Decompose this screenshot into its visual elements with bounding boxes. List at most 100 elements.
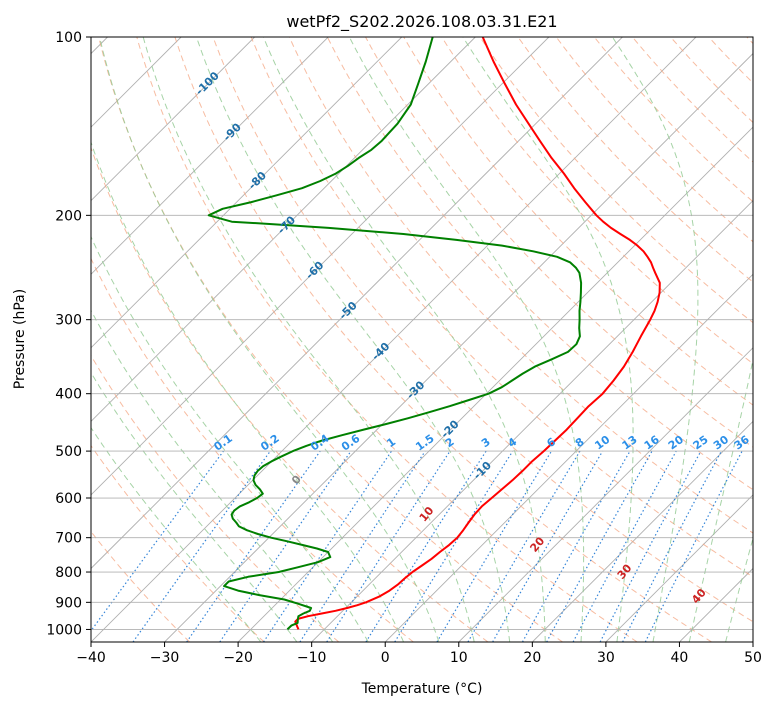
y-tick-label: 300 <box>55 313 82 329</box>
line-label: 40 <box>689 586 709 606</box>
line-label: -70 <box>275 213 298 236</box>
isotherm-line <box>91 37 255 202</box>
isotherm-line <box>91 37 697 642</box>
dry-adiabat-line <box>746 37 753 45</box>
line-label: 36 <box>732 433 752 453</box>
isotherm-line <box>91 37 550 496</box>
line-label: -100 <box>193 69 222 98</box>
dry-adiabat-line <box>670 37 753 124</box>
dry-adiabat-line <box>403 37 753 406</box>
moist-adiabat-line <box>91 309 334 642</box>
mixing-ratio-line <box>91 450 224 632</box>
y-tick-label: 700 <box>55 531 82 547</box>
line-label: 3 <box>479 435 493 450</box>
isotherm-line <box>384 273 753 642</box>
isotherm-line <box>311 200 753 642</box>
isotherm-line <box>91 37 329 275</box>
line-label: -50 <box>337 299 360 322</box>
isotherm-line <box>458 347 753 642</box>
line-label: 0.1 <box>212 432 235 454</box>
x-axis-label: Temperature (°C) <box>361 681 483 697</box>
mixing-ratio-line <box>521 450 631 642</box>
line-label: 0 <box>289 473 304 487</box>
dry-adiabat-line <box>365 37 753 448</box>
moist-adiabat-line <box>462 37 634 642</box>
isotherm-line <box>91 37 403 349</box>
isotherm-line <box>532 420 753 642</box>
mixing-ratio-line <box>365 450 487 642</box>
dry-adiabat-line <box>91 444 265 642</box>
x-tick-label: −20 <box>223 650 253 666</box>
line-label: -60 <box>303 258 326 281</box>
y-tick-label: 400 <box>55 387 82 403</box>
dry-adiabat-line <box>174 37 712 642</box>
mixing-ratio-line <box>546 450 653 642</box>
moist-adiabat-line <box>142 37 475 642</box>
moist-adiabat-line <box>725 536 753 642</box>
y-tick-label: 600 <box>55 491 82 507</box>
mixing-ratio-line <box>219 450 352 642</box>
series-line-1 <box>207 37 583 631</box>
y-tick-label: 100 <box>55 30 82 46</box>
moist-adiabat-line <box>611 37 699 642</box>
dry-adiabat-line <box>91 146 489 642</box>
moist-adiabat-line <box>688 357 753 642</box>
moist-adiabat-line <box>91 371 298 642</box>
dry-adiabat-line <box>288 37 753 534</box>
mixing-ratio-line <box>394 450 514 642</box>
line-labels: -100-90-80-70-60-50-40-30-20-100.1 0.2 0.4… <box>193 69 752 606</box>
line-label: -10 <box>471 459 494 482</box>
x-tick-label: 0 <box>381 650 390 666</box>
line-label: -30 <box>404 378 427 401</box>
dry-adiabat-line <box>708 37 753 84</box>
dry-adiabat-line <box>91 530 190 642</box>
dry-adiabat-line <box>136 37 638 642</box>
mixing-ratio-line <box>299 450 426 642</box>
line-label: 10 <box>592 433 612 453</box>
x-tick-label: 30 <box>597 650 615 666</box>
dry-adiabat-line <box>212 37 753 623</box>
mixing-ratio-line <box>326 450 451 642</box>
y-tick-label: 1000 <box>46 622 82 638</box>
x-tick-label: −40 <box>76 650 106 666</box>
dry-adiabat-line <box>326 37 753 491</box>
isotherm-line <box>679 567 753 642</box>
moist-adiabat-line <box>91 426 262 642</box>
y-tick-label: 800 <box>55 565 82 581</box>
line-label: 10 <box>417 504 437 524</box>
isotherm-line <box>605 494 753 642</box>
dry-adiabat-line <box>250 37 753 578</box>
isotherm-line <box>91 37 476 422</box>
isotherm-line <box>752 641 753 642</box>
line-label: 30 <box>615 561 635 581</box>
mixing-ratio-line <box>263 450 393 642</box>
mixing-ratio-line <box>644 450 743 642</box>
y-axis: 100 200 300 400 500 600 700 800 900 1000 <box>46 30 91 638</box>
line-label: 1 <box>384 435 398 450</box>
mixing-ratio-line <box>186 450 321 642</box>
line-label: -90 <box>221 120 244 143</box>
y-tick-label: 500 <box>55 444 82 460</box>
dry-adiabat-line <box>593 37 753 203</box>
dry-adiabat-line <box>517 37 753 283</box>
moist-adiabat-line <box>196 37 511 642</box>
moist-adiabat-line <box>91 140 405 642</box>
dry-adiabat-line <box>632 37 753 163</box>
dry-adiabat-line <box>98 37 563 642</box>
x-tick-label: −10 <box>297 650 327 666</box>
y-tick-label: 200 <box>55 208 82 224</box>
line-label: 1.5 <box>413 432 436 454</box>
line-label: 30 <box>711 433 731 453</box>
x-axis: −40 −30 −20 −10 0 10 20 30 40 50 <box>76 642 762 666</box>
plot-frame <box>90 36 754 643</box>
chart-title: wetPf2_S202.2026.108.03.31.E21 <box>286 12 557 32</box>
line-label: 20 <box>666 433 686 453</box>
dry-adiabat-line <box>91 257 414 642</box>
x-tick-label: 50 <box>744 650 762 666</box>
isotherm-line <box>164 52 753 642</box>
mixing-ratio-line <box>599 450 702 642</box>
x-tick-label: 10 <box>450 650 468 666</box>
moist-adiabat-line <box>91 235 369 642</box>
dry-adiabat-line <box>441 37 753 365</box>
